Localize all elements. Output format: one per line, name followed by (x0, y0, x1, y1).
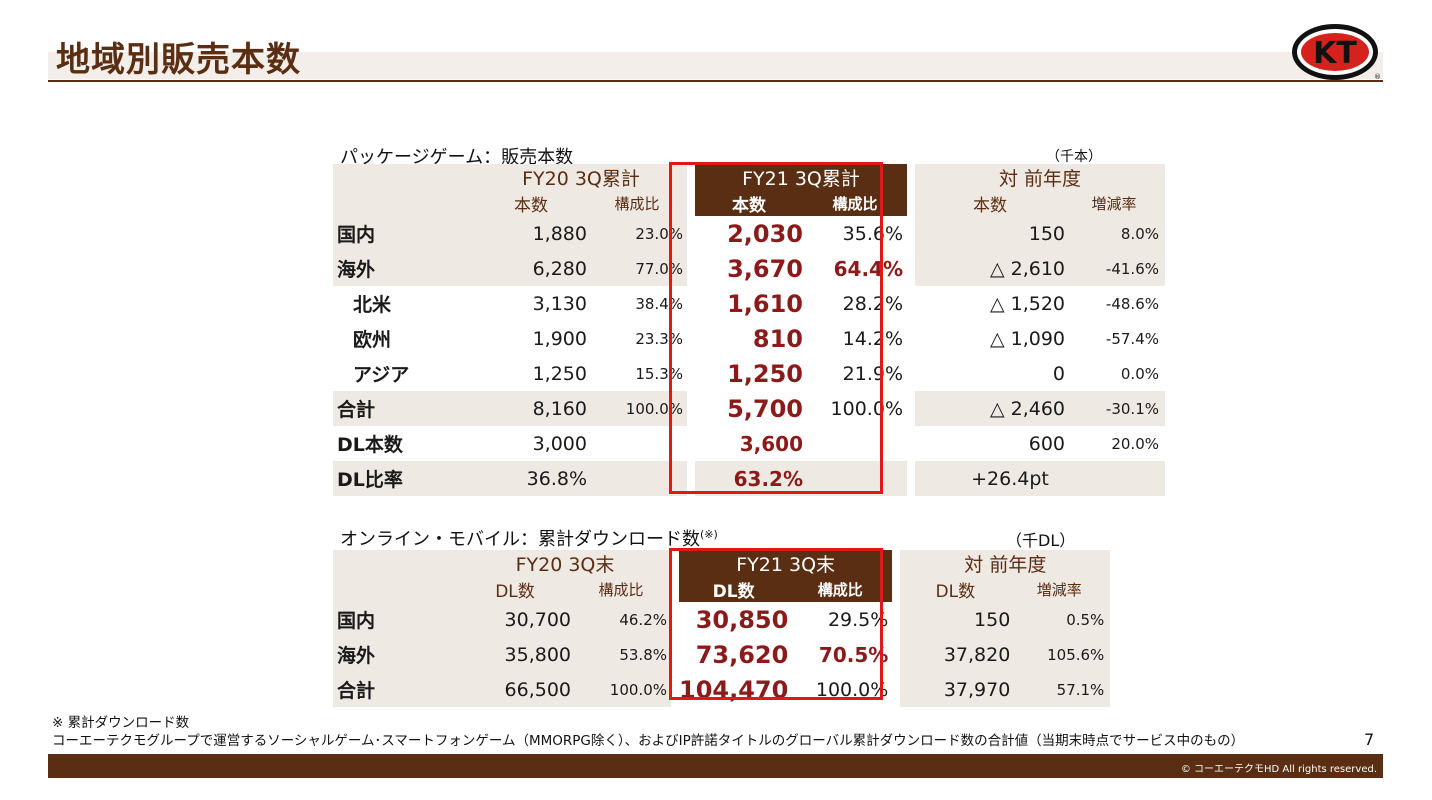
row-label: 欧州 (353, 329, 392, 351)
header-cur-ratio: 構成比 (807, 191, 907, 216)
header-cur-units: DL数 (679, 577, 793, 602)
footnote-title: ※ 累計ダウンロード数 (52, 715, 190, 731)
row-label: 北米 (353, 294, 392, 316)
row-label: アジア (353, 364, 410, 386)
header-prev-title: FY20 3Q末 (459, 550, 671, 577)
row-label: 海外 (333, 251, 475, 286)
highlight-box-online (669, 548, 883, 700)
header-yoy-rate: 増減率 (1069, 191, 1165, 216)
header-prev-title: FY20 3Q累計 (475, 164, 687, 191)
header-yoy-units: DL数 (900, 577, 1015, 602)
header-yoy-title: 対 前年度 (915, 164, 1165, 191)
header-prev-units: DL数 (459, 577, 575, 602)
footer-bar: © コーエーテクモHD All rights reserved. (48, 754, 1383, 778)
package-section-title: パッケージゲーム：販売本数 (340, 147, 574, 168)
package-table: FY20 3Q累計 FY21 3Q累計 対 前年度 本数 構成比 本数 構成比 … (333, 164, 1165, 496)
header-yoy-units: 本数 (915, 191, 1069, 216)
row-label: 合計 (333, 672, 459, 707)
online-table: FY20 3Q末 FY21 3Q末 対 前年度 DL数 構成比 DL数 構成比 … (333, 550, 1111, 707)
footnote-mark: (※) (700, 528, 718, 541)
row-label: 国内 (333, 216, 475, 251)
table-row: 北米 3,130 38.4% 1,610 28.2% △ 1,520 -48.6% (333, 286, 1165, 321)
header-yoy-title: 対 前年度 (900, 550, 1111, 577)
online-unit: （千DL） (1006, 531, 1076, 550)
copyright: © コーエーテクモHD All rights reserved. (1180, 764, 1377, 775)
page-number: 7 (1364, 730, 1375, 749)
title-band (48, 52, 1383, 79)
header-prev-units: 本数 (475, 191, 591, 216)
table-row: 国内 30,700 46.2% 30,850 29.5% 150 0.5% (333, 602, 1111, 637)
header-cur-title: FY21 3Q末 (679, 550, 893, 577)
package-unit: （千本） (1046, 149, 1102, 165)
row-label: DL比率 (333, 461, 475, 496)
header-yoy-rate: 増減率 (1014, 577, 1111, 602)
header-cur-units: 本数 (695, 191, 807, 216)
logo-text: KT (1313, 36, 1357, 71)
footnote-body: コーエーテクモグループで運営するソーシャルゲーム･スマートフォンゲーム（MMOR… (52, 733, 1245, 749)
table-row: DL比率 36.8% 63.2% +26.4pt (333, 461, 1165, 496)
header-cur-ratio: 構成比 (792, 577, 893, 602)
header-cur-title: FY21 3Q累計 (695, 164, 907, 191)
table-row: DL本数 3,000 3,600 600 20.0% (333, 426, 1165, 461)
row-label: 海外 (333, 637, 459, 672)
table-row: 欧州 1,900 23.3% 810 14.2% △ 1,090 -57.4% (333, 321, 1165, 356)
svg-text:®: ® (1374, 73, 1380, 81)
highlight-box-package (669, 162, 883, 494)
koei-tecmo-logo: KT ® (1292, 24, 1380, 81)
title-rule (48, 80, 1383, 82)
row-label: 国内 (333, 602, 459, 637)
table-row: 海外 35,800 53.8% 73,620 70.5% 37,820 105.6% (333, 637, 1111, 672)
online-section-title: オンライン・モバイル：累計ダウンロード数(※) (340, 528, 718, 550)
table-row: 合計 66,500 100.0% 104,470 100.0% 37,970 57.1… (333, 672, 1111, 707)
table-row: 国内 1,880 23.0% 2,030 35.6% 150 8.0% (333, 216, 1165, 251)
row-label: 合計 (333, 391, 475, 426)
page-title: 地域別販売本数 (56, 40, 301, 80)
row-label: DL本数 (337, 434, 403, 456)
header-prev-ratio: 構成比 (575, 577, 671, 602)
